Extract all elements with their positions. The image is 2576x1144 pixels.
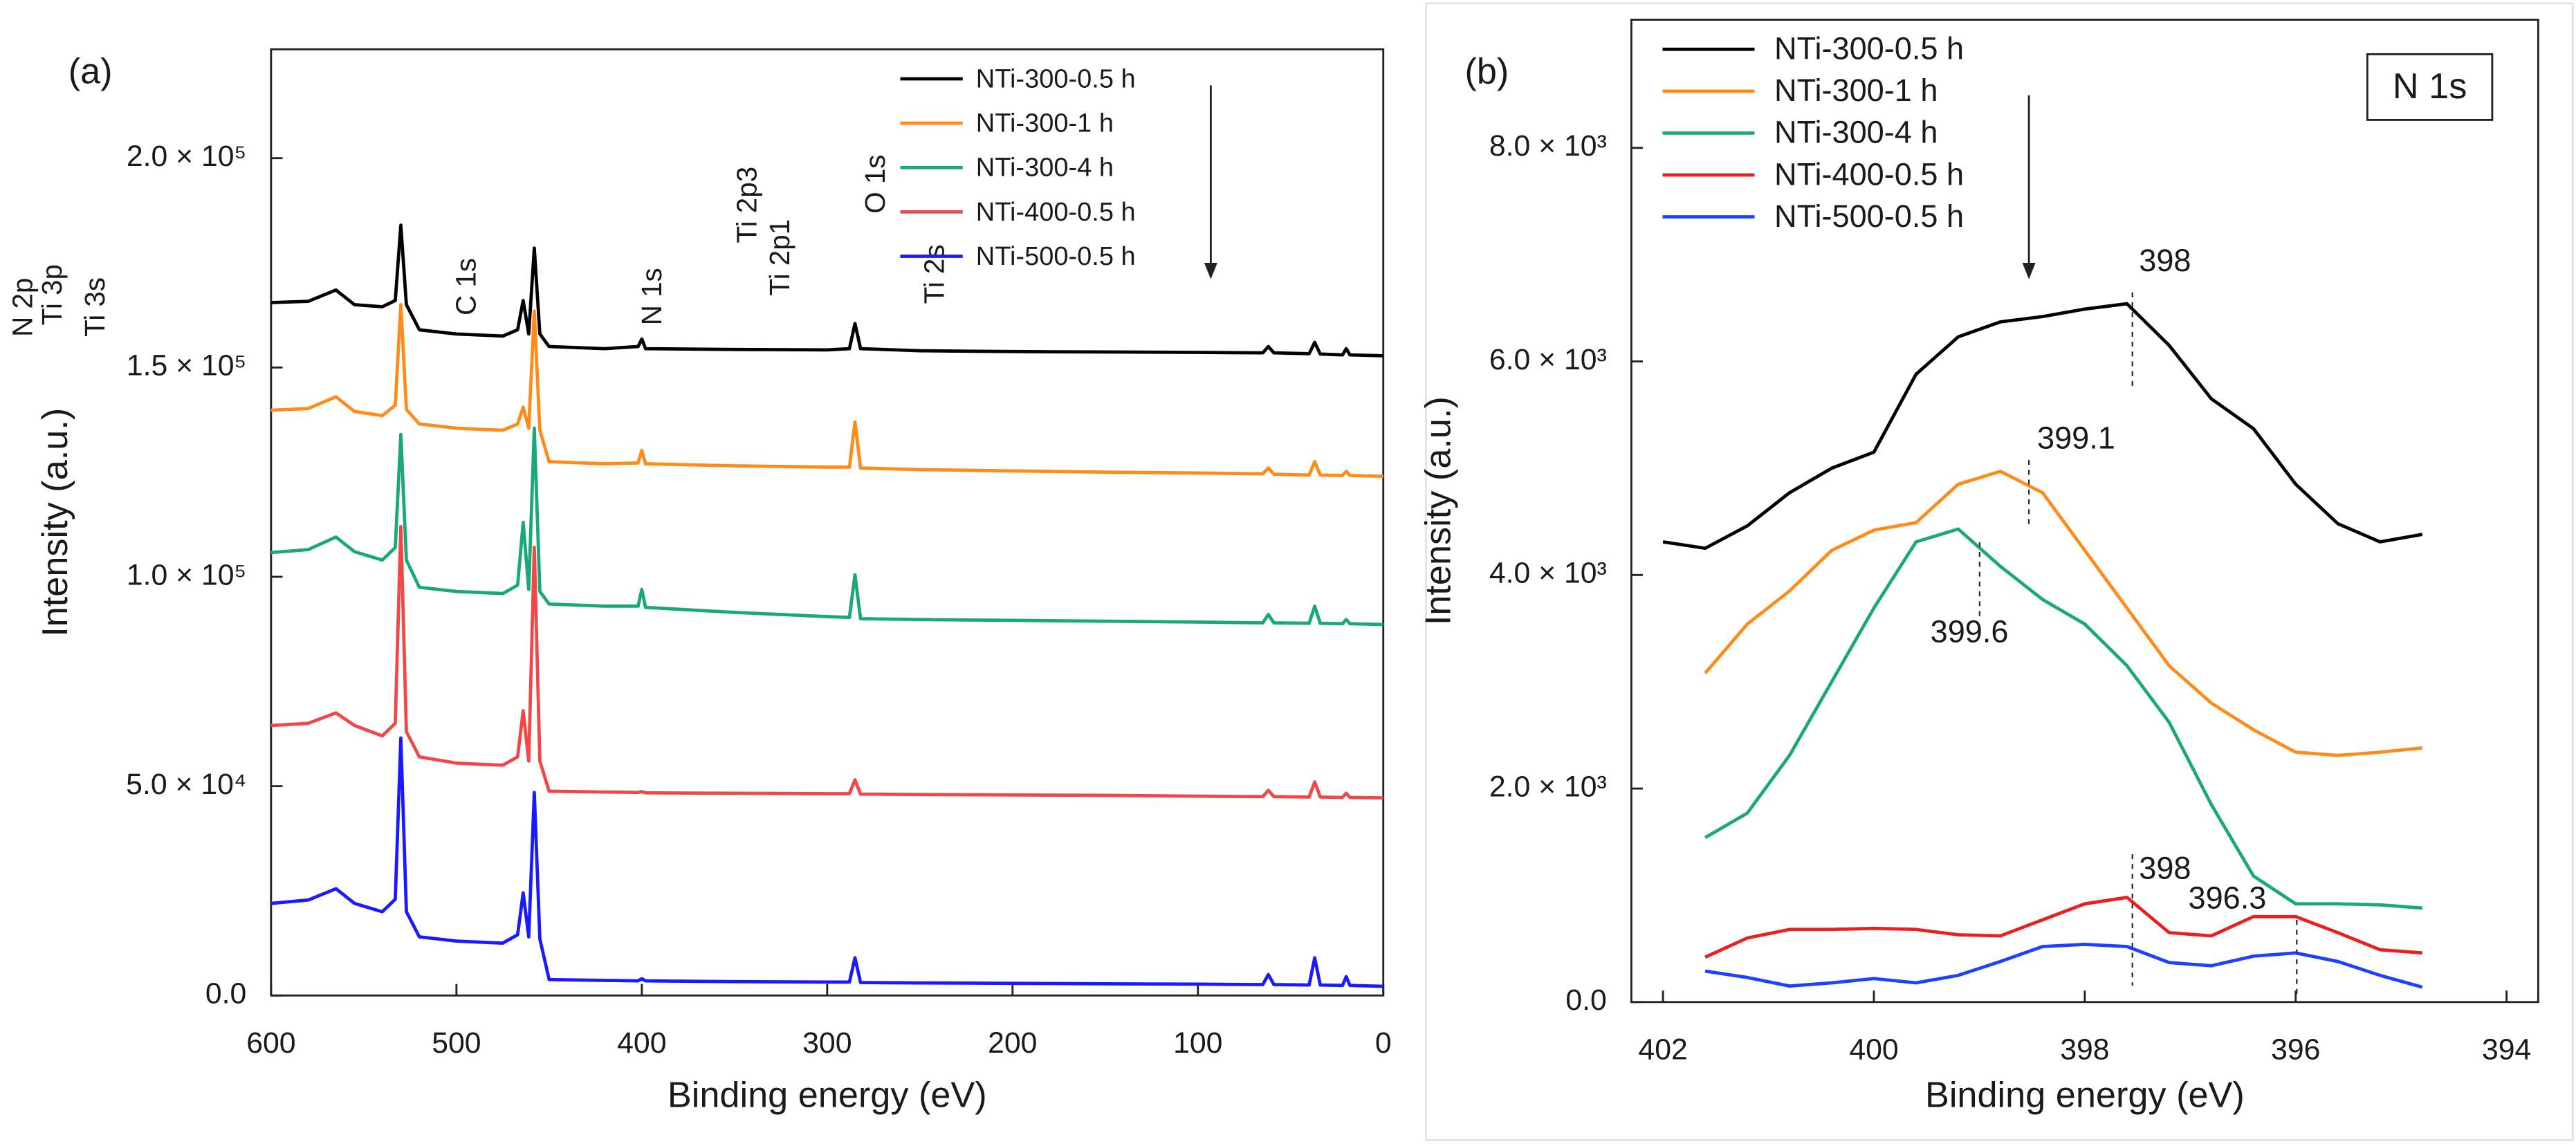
- y-tick-label: 8.0 × 10³: [1489, 129, 1607, 163]
- x-tick-label: 396: [2271, 1033, 2320, 1066]
- peak-annotation: N 2p: [6, 278, 38, 337]
- y-tick-label: 2.0 × 10⁵: [127, 140, 246, 173]
- legend-arrowhead: [2022, 263, 2036, 279]
- legend-label: NTi-400-0.5 h: [976, 198, 1136, 227]
- series-line: [1704, 896, 2422, 959]
- y-axis-title: Intensity (a.u.): [1419, 396, 1459, 625]
- peak-annotation: 398: [2139, 243, 2191, 278]
- legend-label: NTi-300-1 h: [1774, 73, 1938, 108]
- series-line: [1704, 527, 2422, 910]
- peak-annotation: C 1s: [450, 258, 482, 315]
- peak-annotation: 396.3: [2189, 880, 2267, 915]
- x-tick-label: 200: [988, 1026, 1037, 1060]
- y-tick-label: 2.0 × 10³: [1489, 770, 1607, 803]
- peak-annotation: N 1s: [636, 268, 668, 325]
- peak-annotation: O 1s: [859, 155, 891, 214]
- legend-label: NTi-300-4 h: [1774, 115, 1938, 150]
- y-tick-label: 1.0 × 10⁵: [127, 558, 246, 591]
- x-tick-label: 100: [1173, 1026, 1222, 1060]
- box-label: N 1s: [2393, 66, 2467, 107]
- panel-b-border: [1425, 2, 2574, 1141]
- peak-annotation: 399.1: [2037, 420, 2115, 455]
- series-line: [1662, 302, 2423, 551]
- legend-label: NTi-300-0.5 h: [1774, 31, 1964, 66]
- x-axis-title: Binding energy (eV): [668, 1075, 987, 1115]
- x-tick-label: 300: [802, 1026, 852, 1060]
- x-tick-label: 402: [1638, 1033, 1687, 1066]
- legend-arrowhead: [1204, 263, 1217, 279]
- y-tick-label: 1.5 × 10⁵: [127, 349, 246, 382]
- series-line: [1704, 943, 2423, 989]
- y-tick-label: 0.0: [205, 977, 246, 1011]
- panel-label: (a): [68, 52, 113, 92]
- series-line: [270, 426, 1383, 627]
- x-tick-label: 600: [246, 1026, 295, 1060]
- x-tick-label: 500: [432, 1026, 481, 1060]
- series-line: [270, 303, 1383, 479]
- x-tick-label: 400: [1849, 1033, 1898, 1066]
- peak-annotation: Ti 3p: [36, 264, 68, 325]
- peak-annotation: 398: [2139, 851, 2191, 886]
- y-tick-label: 5.0 × 10⁴: [126, 768, 246, 801]
- x-tick-label: 0: [1375, 1026, 1392, 1060]
- peak-annotation: Ti 2s: [918, 244, 950, 304]
- label-box: [2366, 53, 2494, 121]
- series-line: [270, 223, 1383, 358]
- y-tick-label: 6.0 × 10³: [1489, 343, 1607, 376]
- x-tick-label: 398: [2060, 1033, 2109, 1066]
- panel-label: (b): [1464, 52, 1509, 92]
- y-axis-title: Intensity (a.u.): [35, 408, 75, 637]
- x-tick-label: 400: [617, 1026, 666, 1060]
- y-tick-label: 4.0 × 10³: [1489, 557, 1607, 590]
- series-line: [1704, 470, 2422, 757]
- legend-label: NTi-300-4 h: [976, 154, 1114, 183]
- series-line: [270, 524, 1383, 800]
- x-axis-title: Binding energy (eV): [1925, 1075, 2245, 1115]
- legend-label: NTi-400-0.5 h: [1774, 156, 1964, 192]
- legend-label: NTi-500-0.5 h: [976, 242, 1136, 271]
- peak-annotation: Ti 3s: [79, 277, 111, 337]
- legend-label: NTi-500-0.5 h: [1774, 199, 1964, 234]
- legend-label: NTi-300-0.5 h: [976, 64, 1136, 93]
- peak-annotation: Ti 2p3: [731, 167, 763, 243]
- x-tick-label: 394: [2482, 1033, 2531, 1066]
- peak-annotation: 399.6: [1931, 614, 2009, 649]
- series-line: [270, 736, 1383, 988]
- legend-label: NTi-300-1 h: [976, 109, 1114, 138]
- plot-frame: [270, 48, 1385, 997]
- y-tick-label: 0.0: [1565, 984, 1606, 1017]
- peak-annotation: Ti 2p1: [764, 219, 795, 296]
